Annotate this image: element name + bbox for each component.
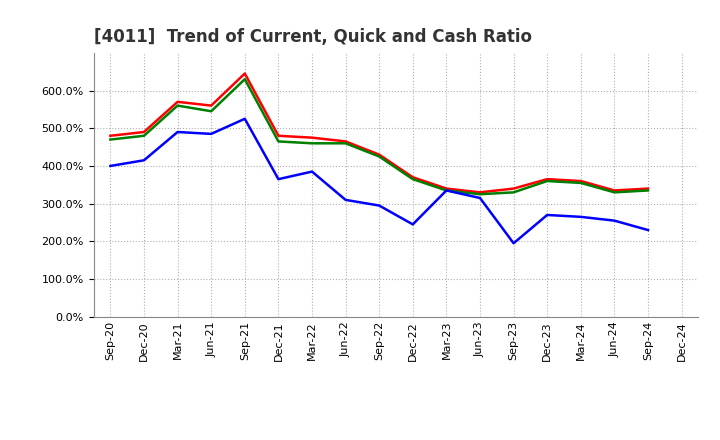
Cash Ratio [408, 222, 417, 227]
Cash Ratio [543, 213, 552, 218]
Current Ratio [207, 103, 215, 108]
Cash Ratio [644, 227, 652, 233]
Current Ratio [577, 178, 585, 183]
Quick Ratio [140, 133, 148, 139]
Quick Ratio [174, 103, 182, 108]
Line: Quick Ratio: Quick Ratio [110, 79, 648, 194]
Cash Ratio [140, 158, 148, 163]
Quick Ratio [341, 141, 350, 146]
Cash Ratio [207, 131, 215, 136]
Quick Ratio [442, 188, 451, 193]
Quick Ratio [577, 180, 585, 186]
Cash Ratio [274, 176, 283, 182]
Current Ratio [341, 139, 350, 144]
Current Ratio [274, 133, 283, 139]
Cash Ratio [174, 129, 182, 135]
Line: Current Ratio: Current Ratio [110, 73, 648, 192]
Current Ratio [442, 186, 451, 191]
Cash Ratio [307, 169, 316, 174]
Quick Ratio [408, 176, 417, 182]
Quick Ratio [644, 188, 652, 193]
Quick Ratio [509, 190, 518, 195]
Quick Ratio [240, 77, 249, 82]
Quick Ratio [543, 178, 552, 183]
Quick Ratio [476, 191, 485, 197]
Current Ratio [140, 129, 148, 135]
Current Ratio [644, 186, 652, 191]
Quick Ratio [106, 137, 114, 142]
Current Ratio [240, 71, 249, 76]
Quick Ratio [610, 190, 618, 195]
Current Ratio [509, 186, 518, 191]
Quick Ratio [375, 154, 384, 159]
Cash Ratio [509, 241, 518, 246]
Current Ratio [476, 190, 485, 195]
Cash Ratio [375, 203, 384, 208]
Cash Ratio [476, 195, 485, 201]
Current Ratio [375, 152, 384, 157]
Cash Ratio [106, 163, 114, 169]
Current Ratio [408, 175, 417, 180]
Cash Ratio [240, 116, 249, 121]
Cash Ratio [442, 188, 451, 193]
Cash Ratio [577, 214, 585, 220]
Current Ratio [307, 135, 316, 140]
Quick Ratio [307, 141, 316, 146]
Current Ratio [610, 188, 618, 193]
Cash Ratio [341, 197, 350, 202]
Quick Ratio [207, 109, 215, 114]
Cash Ratio [610, 218, 618, 223]
Text: [4011]  Trend of Current, Quick and Cash Ratio: [4011] Trend of Current, Quick and Cash … [94, 28, 531, 46]
Current Ratio [174, 99, 182, 104]
Line: Cash Ratio: Cash Ratio [110, 119, 648, 243]
Current Ratio [106, 133, 114, 139]
Quick Ratio [274, 139, 283, 144]
Current Ratio [543, 176, 552, 182]
